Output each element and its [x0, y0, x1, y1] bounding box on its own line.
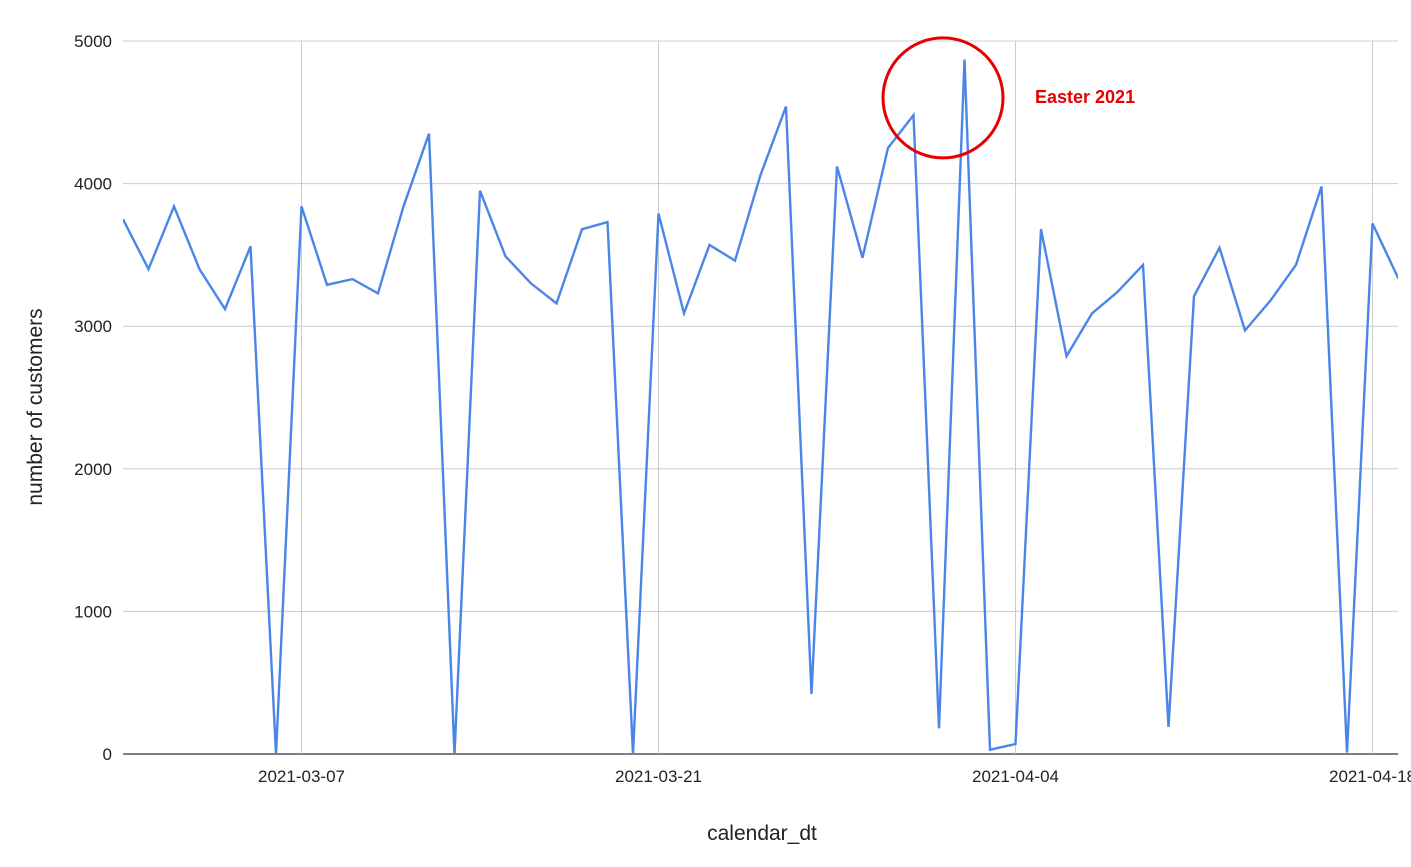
annotations-group: Easter 2021 [881, 36, 1135, 160]
annotation-label: Easter 2021 [1035, 87, 1135, 107]
x-tick-label: 2021-04-18 [1329, 767, 1411, 786]
y-tick-label: 5000 [74, 32, 112, 51]
x-tick-label: 2021-04-04 [972, 767, 1059, 786]
y-axis-ticks: 0 1000 2000 3000 4000 5000 [74, 32, 112, 764]
annotation-circle [881, 36, 1005, 160]
x-tick-label: 2021-03-07 [258, 767, 345, 786]
series-line-0 [123, 59, 1398, 755]
y-tick-label: 2000 [74, 460, 112, 479]
x-axis-ticks: 2021-03-07 2021-03-21 2021-04-04 2021-04-18 [258, 767, 1411, 786]
y-tick-label: 0 [103, 745, 112, 764]
y-tick-label: 4000 [74, 175, 112, 194]
y-tick-label: 1000 [74, 602, 112, 621]
series-group [123, 59, 1398, 755]
y-axis-title: number of customers [24, 308, 47, 505]
y-tick-label: 3000 [74, 317, 112, 336]
x-axis-title: calendar_dt [707, 822, 817, 845]
gridlines [123, 40, 1398, 755]
x-tick-label: 2021-03-21 [615, 767, 702, 786]
